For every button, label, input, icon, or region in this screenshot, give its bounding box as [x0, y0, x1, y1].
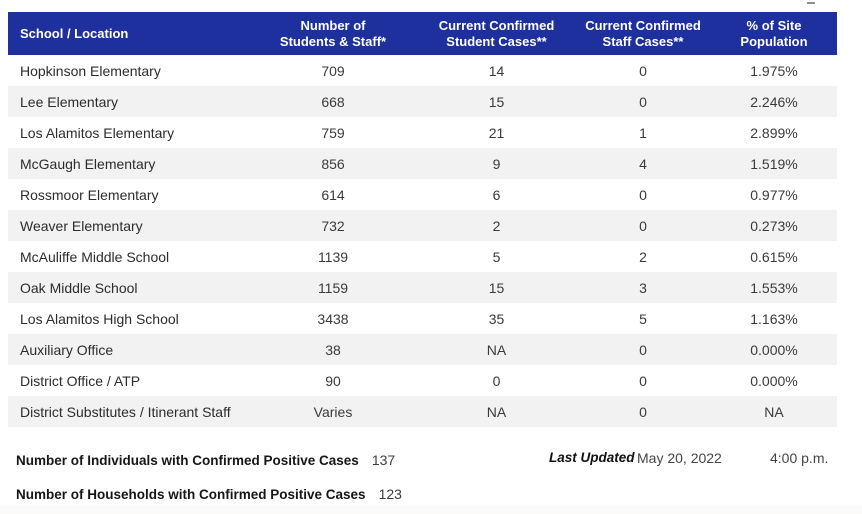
school-cell: Hopkinson Elementary — [20, 62, 161, 79]
student-cases-cell: 2 — [492, 217, 501, 234]
last-updated-date: May 20, 2022 — [637, 450, 722, 466]
table-row: Oak Middle School 1159 15 3 1.553% — [8, 272, 837, 303]
staff-cases-cell: 1 — [639, 124, 647, 141]
column-header-school-location: School / Location — [8, 12, 248, 55]
student-cases-cell: NA — [486, 403, 507, 420]
students-staff-cell: 732 — [321, 217, 345, 234]
students-staff-cell: 856 — [321, 155, 345, 172]
student-cases-cell: 35 — [488, 310, 505, 327]
students-staff-cell: Varies — [313, 403, 353, 420]
students-staff-cell: 668 — [321, 93, 345, 110]
student-cases-cell: 6 — [492, 186, 501, 203]
pct-site-population-cell: 2.246% — [750, 93, 798, 110]
households-summary-value: 123 — [378, 486, 402, 502]
school-cell: Oak Middle School — [20, 279, 138, 296]
students-staff-cell: 1139 — [317, 248, 349, 265]
student-cases-cell: 15 — [488, 93, 505, 110]
column-header-student-cases: Current Confirmed Student Cases** — [418, 12, 575, 55]
school-cell: Los Alamitos High School — [20, 310, 179, 327]
school-cell: Rossmoor Elementary — [20, 186, 159, 203]
table-body: Hopkinson Elementary 709 14 0 1.975% Lee Elem… — [8, 55, 837, 427]
column-header-pct-site-population: % of Site Population — [711, 12, 837, 55]
individuals-summary-label: Number of Individuals with Confirmed Pos… — [16, 453, 359, 468]
households-summary-label: Number of Households with Confirmed Posi… — [16, 487, 366, 502]
header-row: School / Location Number of Students & S… — [8, 12, 837, 55]
table-row: McGaugh Elementary 856 9 4 1.519% — [8, 148, 837, 179]
individuals-summary-value: 137 — [371, 452, 396, 468]
pct-site-population-cell: 0.000% — [750, 341, 798, 358]
staff-cases-cell: 3 — [639, 279, 647, 296]
school-cell: Weaver Elementary — [20, 217, 143, 234]
column-header-staff-cases: Current Confirmed Staff Cases** — [575, 12, 711, 55]
student-cases-cell: 21 — [488, 124, 505, 141]
staff-cases-cell: 0 — [639, 186, 647, 203]
students-staff-cell: 709 — [321, 62, 345, 79]
table-row: District Office / ATP 90 0 0 0.000% — [8, 365, 837, 396]
table-row: Weaver Elementary 732 2 0 0.273% — [8, 210, 837, 241]
last-updated-time: 4:00 p.m. — [770, 450, 829, 466]
covid-case-report: School / Location Number of Students & S… — [8, 12, 837, 427]
school-cell: Los Alamitos Elementary — [20, 124, 175, 141]
pct-site-population-cell: 0.615% — [750, 248, 798, 265]
covid-cases-table: School / Location Number of Students & S… — [8, 12, 837, 427]
staff-cases-cell: 4 — [639, 155, 647, 172]
table-row: District Substitutes / Itinerant Staff Va… — [8, 396, 837, 427]
school-cell: District Office / ATP — [20, 372, 141, 389]
staff-cases-cell: 2 — [639, 248, 647, 265]
pct-site-population-cell: NA — [764, 403, 784, 420]
student-cases-cell: NA — [486, 341, 507, 358]
pct-site-population-cell: 1.553% — [750, 279, 798, 296]
stray-mark — [807, 2, 815, 4]
staff-cases-cell: 0 — [639, 217, 647, 234]
staff-cases-cell: 0 — [639, 62, 647, 79]
column-header-students-staff: Number of Students & Staff* — [248, 12, 418, 55]
households-summary: Number of Households with Confirmed Posi… — [16, 486, 402, 502]
school-cell: Lee Elementary — [20, 93, 119, 110]
school-cell: McGaugh Elementary — [20, 155, 156, 172]
staff-cases-cell: 0 — [639, 372, 647, 389]
school-cell: District Substitutes / Itinerant Staff — [20, 403, 231, 420]
pct-site-population-cell: 2.899% — [750, 124, 798, 141]
pct-site-population-cell: 0.000% — [750, 372, 798, 389]
staff-cases-cell: 5 — [639, 310, 647, 327]
school-cell: Auxiliary Office — [20, 341, 114, 358]
table-row: Los Alamitos Elementary 759 21 1 2.899% — [8, 117, 837, 148]
table-row: Auxiliary Office 38 NA 0 0.000% — [8, 334, 837, 365]
table-row: Rossmoor Elementary 614 6 0 0.977% — [8, 179, 837, 210]
students-staff-cell: 38 — [325, 341, 341, 358]
individuals-summary: Number of Individuals with Confirmed Pos… — [16, 452, 395, 468]
pct-site-population-cell: 1.163% — [750, 310, 798, 327]
student-cases-cell: 14 — [488, 62, 505, 79]
last-updated-label: Last Updated — [549, 450, 635, 465]
student-cases-cell: 15 — [488, 279, 505, 296]
school-cell: McAuliffe Middle School — [20, 248, 170, 265]
students-staff-cell: 90 — [325, 372, 341, 389]
staff-cases-cell: 0 — [639, 403, 647, 420]
pct-site-population-cell: 0.977% — [750, 186, 798, 203]
students-staff-cell: 3438 — [317, 310, 349, 327]
table-header: School / Location Number of Students & S… — [8, 12, 837, 55]
student-cases-cell: 9 — [492, 155, 501, 172]
students-staff-cell: 1159 — [317, 279, 349, 296]
pct-site-population-cell: 0.273% — [750, 217, 798, 234]
pct-site-population-cell: 1.975% — [750, 62, 798, 79]
students-staff-cell: 759 — [321, 124, 345, 141]
table-row: Los Alamitos High School 3438 35 5 1.163% — [8, 303, 837, 334]
student-cases-cell: 0 — [492, 372, 501, 389]
pct-site-population-cell: 1.519% — [750, 155, 798, 172]
table-row: Hopkinson Elementary 709 14 0 1.975% — [8, 55, 837, 86]
staff-cases-cell: 0 — [639, 93, 647, 110]
table-row: McAuliffe Middle School 1139 5 2 0.615% — [8, 241, 837, 272]
staff-cases-cell: 0 — [639, 341, 647, 358]
student-cases-cell: 5 — [492, 248, 501, 265]
table-row: Lee Elementary 668 15 0 2.246% — [8, 86, 837, 117]
bottom-strip — [0, 506, 862, 514]
students-staff-cell: 614 — [321, 186, 345, 203]
